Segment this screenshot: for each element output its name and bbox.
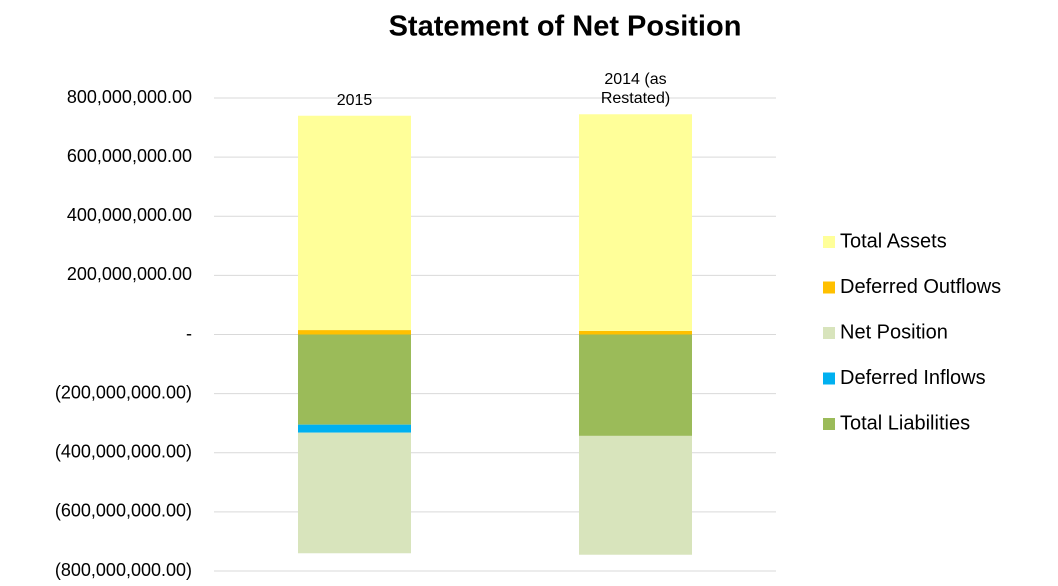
legend-swatch bbox=[823, 281, 835, 294]
legend-label: Total Assets bbox=[840, 230, 947, 252]
y-tick-label: (600,000,000.00) bbox=[55, 501, 192, 521]
category-label-box: 2015 bbox=[336, 91, 373, 109]
legend-swatch bbox=[823, 236, 835, 248]
y-tick-label: 800,000,000.00 bbox=[67, 87, 192, 107]
bar-segment bbox=[298, 115, 411, 331]
legend-swatch bbox=[823, 418, 835, 430]
bar-segment bbox=[298, 330, 411, 335]
y-tick-label: 400,000,000.00 bbox=[67, 205, 192, 225]
legend-label: Total Liabilities bbox=[840, 412, 970, 434]
y-tick-label: 600,000,000.00 bbox=[67, 146, 192, 166]
legend-label: Deferred Outflows bbox=[840, 276, 1001, 298]
bar-segment bbox=[298, 334, 411, 425]
y-tick-label: (400,000,000.00) bbox=[55, 442, 192, 462]
y-tick-label: - bbox=[186, 323, 192, 343]
bar-segment bbox=[298, 432, 411, 554]
category-label-box: 2014 (as Restated) bbox=[600, 71, 671, 108]
y-tick-label: 200,000,000.00 bbox=[67, 264, 192, 284]
bar-segment bbox=[579, 114, 692, 331]
legend-label: Net Position bbox=[840, 321, 948, 343]
legend-swatch bbox=[823, 327, 835, 339]
legend-swatch bbox=[823, 372, 835, 385]
y-tick-label: (200,000,000.00) bbox=[55, 382, 192, 402]
legend-label: Deferred Inflows bbox=[840, 367, 986, 389]
x-category-label: 2014 (as Restated) bbox=[600, 71, 671, 108]
y-tick-label: (800,000,000.00) bbox=[55, 560, 192, 580]
bar-segment bbox=[579, 330, 692, 335]
bar-segment bbox=[298, 424, 411, 433]
bar-segment bbox=[579, 435, 692, 555]
x-category-label: 2015 bbox=[336, 91, 373, 109]
bar-segment bbox=[579, 334, 692, 436]
chart-title: Statement of Net Position bbox=[389, 11, 742, 43]
